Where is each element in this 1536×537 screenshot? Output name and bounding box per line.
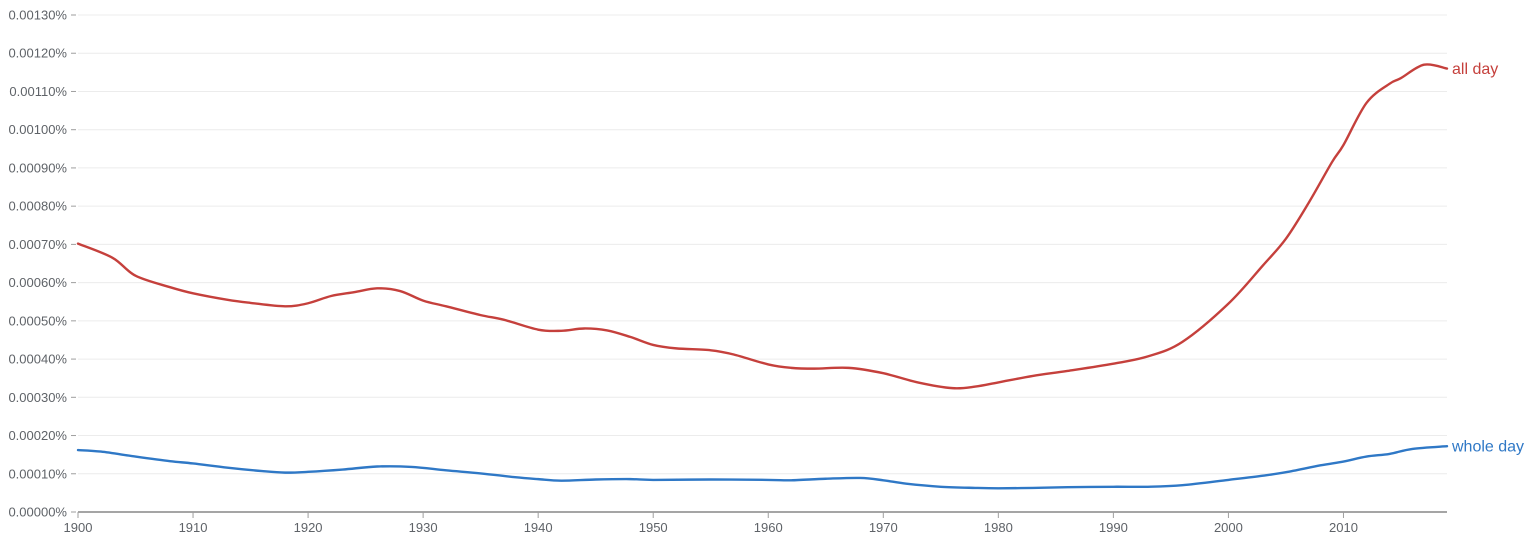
y-tick-label: 0.00120% xyxy=(8,46,67,61)
gridlines xyxy=(78,14,1447,475)
y-tick-label: 0.00050% xyxy=(8,313,67,328)
y-tick-label: 0.00040% xyxy=(8,352,67,367)
y-tick-label: 0.00100% xyxy=(8,122,67,137)
y-tick-label: 0.00030% xyxy=(8,390,67,405)
x-tick-label: 1980 xyxy=(984,520,1013,535)
series-line-whole-day[interactable] xyxy=(76,445,1449,490)
x-tick-label: 1920 xyxy=(294,520,323,535)
y-tick-label: 0.00110% xyxy=(9,84,67,99)
x-tick-label: 1970 xyxy=(869,520,898,535)
x-tick-label: 2000 xyxy=(1214,520,1243,535)
y-axis: 0.00000% 0.00010% 0.00020% 0.00030% 0.00040%… xyxy=(8,8,76,520)
x-tick-label: 1910 xyxy=(179,520,208,535)
series-label-whole-day[interactable]: whole day xyxy=(1451,439,1524,456)
y-tick-label: 0.00000% xyxy=(8,505,67,520)
x-tick-label: 1930 xyxy=(409,520,438,535)
y-tick-label: 0.00070% xyxy=(8,237,67,252)
y-tick-label: 0.00130% xyxy=(8,8,67,23)
y-tick-label: 0.00080% xyxy=(8,199,67,214)
y-tick-label: 0.00090% xyxy=(8,160,67,175)
x-tick-label: 1960 xyxy=(754,520,783,535)
series-lines xyxy=(76,63,1449,490)
series-labels: all day whole day xyxy=(1451,61,1524,456)
x-tick-label: 1900 xyxy=(64,520,93,535)
x-tick-label: 1940 xyxy=(524,520,553,535)
x-tick-label: 1990 xyxy=(1099,520,1128,535)
y-tick-label: 0.00020% xyxy=(8,428,67,443)
series-line-all-day[interactable] xyxy=(76,63,1449,390)
series-label-all-day[interactable]: all day xyxy=(1452,61,1498,78)
y-tick-label: 0.00010% xyxy=(8,466,67,481)
x-axis: 1900 1910 1920 1930 1940 1950 1960 1970 1980 1990… xyxy=(64,511,1447,535)
x-tick-label: 1950 xyxy=(639,520,668,535)
x-tick-label: 2010 xyxy=(1329,520,1358,535)
y-tick-label: 0.00060% xyxy=(8,275,67,290)
